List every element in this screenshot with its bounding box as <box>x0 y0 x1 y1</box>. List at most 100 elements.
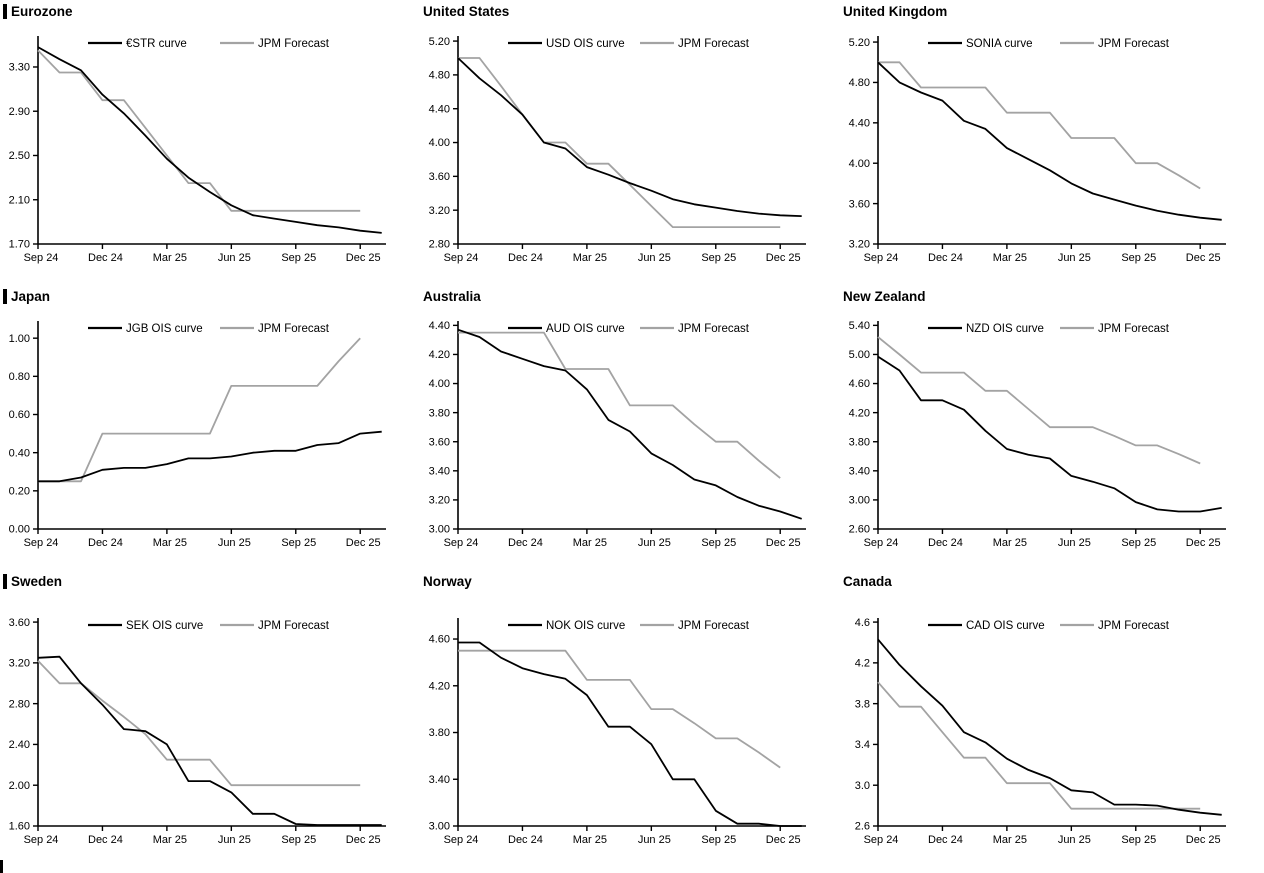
y-tick-label: 4.40 <box>429 103 450 115</box>
y-tick-label: 2.60 <box>849 524 870 536</box>
x-tick-label: Dec 24 <box>88 252 123 264</box>
y-tick-label: 4.80 <box>849 77 870 89</box>
series-line <box>38 430 382 483</box>
legend-label: JPM Forecast <box>1098 620 1170 632</box>
x-tick-label: Sep 25 <box>701 252 736 264</box>
x-tick-label: Mar 25 <box>153 537 187 549</box>
y-tick-label: 5.40 <box>849 320 870 332</box>
series-line <box>877 355 1222 513</box>
australia-chart-canvas: 3.00 3.20 3.40 3.60 3.80 4.00 4.20 4.40 Sep 24 De… <box>429 320 806 549</box>
y-tick-label: 4.00 <box>429 378 450 390</box>
chart-title: Eurozone <box>11 3 73 19</box>
y-tick-label: 0.20 <box>9 486 30 498</box>
x-tick-label: Dec 24 <box>928 252 963 264</box>
legend-label: JPM Forecast <box>678 38 750 50</box>
section-bar <box>3 288 7 304</box>
chart-panel-eurozone: Eurozone 1.70 2.10 2.50 2.90 3.30 Sep 24 Dec 2… <box>0 0 420 285</box>
chart-title-row: United Kingdom <box>840 0 1264 20</box>
chart-title-row: Japan <box>0 285 420 305</box>
chart-title-row: New Zealand <box>840 285 1264 305</box>
series-line <box>877 681 1201 810</box>
x-tick-label: Jun 25 <box>218 252 251 264</box>
united-kingdom-chart-canvas: 3.20 3.60 4.00 4.40 4.80 5.20 Sep 24 Dec 24 Mar … <box>849 36 1226 264</box>
series-line <box>877 638 1222 816</box>
x-tick-label: Sep 24 <box>444 537 479 549</box>
legend-label: €STR curve <box>126 38 187 50</box>
y-tick-label: 2.80 <box>9 698 30 710</box>
chart-title-row: United States <box>420 0 840 20</box>
x-tick-label: Dec 24 <box>88 537 123 549</box>
x-tick-label: Dec 25 <box>346 537 381 549</box>
section-bar <box>3 3 7 19</box>
x-tick-label: Dec 25 <box>1186 537 1221 549</box>
x-tick-label: Mar 25 <box>153 252 187 264</box>
chart-title: Australia <box>423 288 481 304</box>
y-tick-label: 3.40 <box>849 466 870 478</box>
y-tick-label: 5.00 <box>849 349 870 361</box>
x-tick-label: Mar 25 <box>573 834 607 846</box>
legend-label: SONIA curve <box>966 38 1032 50</box>
series-line <box>458 57 781 229</box>
series-line <box>458 649 781 769</box>
y-tick-label: 4.60 <box>429 634 450 646</box>
y-tick-label: 0.00 <box>9 524 30 536</box>
legend-label: JGB OIS curve <box>126 323 203 335</box>
x-tick-label: Sep 25 <box>281 252 316 264</box>
chart-panel-canada: Canada 2.6 3.0 3.4 3.8 4.2 4.6 Sep 24 Dec 24 Mar… <box>840 570 1264 860</box>
chart-panel-sweden: Sweden 1.60 2.00 2.40 2.80 3.20 3.60 Sep 24 Dec… <box>0 570 420 860</box>
series-line <box>457 328 802 520</box>
y-tick-label: 3.20 <box>9 658 30 670</box>
y-tick-label: 3.00 <box>849 495 870 507</box>
y-tick-label: 1.00 <box>9 333 30 345</box>
series-line <box>37 655 382 826</box>
new-zealand-chart-canvas: 2.60 3.00 3.40 3.80 4.20 4.60 5.00 5.40 Sep 24 De… <box>849 320 1226 549</box>
x-tick-label: Sep 25 <box>1121 537 1156 549</box>
y-tick-label: 3.8 <box>855 698 870 710</box>
legend-label: JPM Forecast <box>258 323 330 335</box>
legend-label: AUD OIS curve <box>546 323 625 335</box>
x-tick-label: Mar 25 <box>573 537 607 549</box>
sweden-chart-canvas: 1.60 2.00 2.40 2.80 3.20 3.60 Sep 24 Dec 24 Mar … <box>9 617 386 846</box>
x-tick-label: Mar 25 <box>993 537 1027 549</box>
x-tick-label: Dec 24 <box>928 834 963 846</box>
chart-title-row: Australia <box>420 285 840 305</box>
chart-panel-australia: Australia 3.00 3.20 3.40 3.60 3.80 4.00 4.20 4.… <box>420 285 840 570</box>
x-tick-label: Sep 24 <box>444 834 479 846</box>
y-tick-label: 2.90 <box>9 106 30 118</box>
y-tick-label: 4.40 <box>849 118 870 130</box>
legend-label: NOK OIS curve <box>546 620 625 632</box>
chart-title-row: Canada <box>840 570 1264 590</box>
series-line <box>37 660 361 787</box>
y-tick-label: 4.00 <box>429 137 450 149</box>
x-tick-label: Sep 25 <box>701 834 736 846</box>
x-tick-label: Sep 25 <box>281 537 316 549</box>
series-line <box>878 61 1201 190</box>
y-tick-label: 3.60 <box>9 617 30 629</box>
chart-title: Norway <box>423 573 472 589</box>
x-tick-label: Dec 25 <box>1186 252 1221 264</box>
chart-title-row: Norway <box>420 570 840 590</box>
y-tick-label: 2.80 <box>429 239 450 251</box>
y-tick-label: 3.20 <box>849 239 870 251</box>
chart-title-row: Eurozone <box>0 0 420 20</box>
y-tick-label: 2.50 <box>9 150 30 162</box>
y-tick-label: 5.20 <box>849 37 870 49</box>
section-bar <box>3 573 7 589</box>
chart-panel-united-states: United States 2.80 3.20 3.60 4.00 4.40 4.80 5.… <box>420 0 840 285</box>
legend-label: NZD OIS curve <box>966 323 1044 335</box>
y-tick-label: 4.60 <box>849 378 870 390</box>
x-tick-label: Dec 25 <box>1186 834 1221 846</box>
y-tick-label: 0.60 <box>9 409 30 421</box>
y-tick-label: 3.40 <box>429 466 450 478</box>
legend-label: JPM Forecast <box>1098 323 1170 335</box>
chart-panel-new-zealand: New Zealand 2.60 3.00 3.40 3.80 4.20 4.60 5.00… <box>840 285 1264 570</box>
legend-label: JPM Forecast <box>678 323 750 335</box>
y-tick-label: 4.20 <box>849 407 870 419</box>
y-tick-label: 3.40 <box>429 774 450 786</box>
y-tick-label: 0.80 <box>9 371 30 383</box>
x-tick-label: Dec 25 <box>766 252 801 264</box>
y-tick-label: 0.40 <box>9 447 30 459</box>
y-tick-label: 3.60 <box>429 436 450 448</box>
